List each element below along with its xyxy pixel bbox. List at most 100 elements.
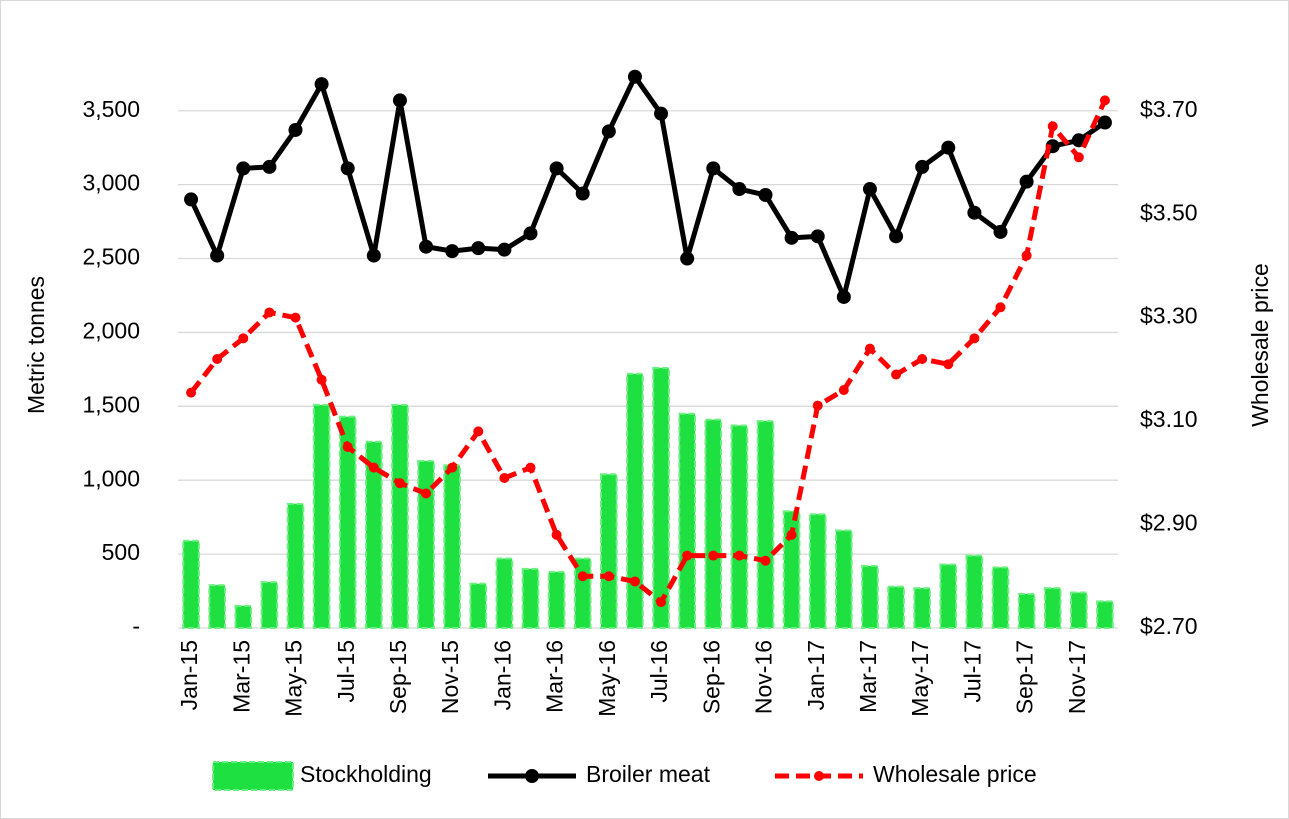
line-marker (551, 529, 562, 540)
line-marker (786, 529, 797, 540)
line-marker (812, 400, 823, 411)
bar (704, 418, 723, 629)
y2-tick-label: $3.30 (1140, 303, 1198, 329)
line-marker (1021, 250, 1032, 261)
line-marker (368, 462, 379, 473)
x-tick-label: Mar-15 (228, 640, 254, 713)
plot (182, 69, 1114, 630)
x-tick-label: Jul-16 (646, 640, 672, 703)
line-marker (473, 426, 484, 437)
bar (391, 403, 409, 629)
line-marker (471, 241, 486, 256)
y2-tick-label: $3.50 (1140, 199, 1198, 225)
line-marker (212, 354, 223, 365)
line-marker (523, 226, 538, 241)
bar (573, 557, 592, 629)
y2-tick-label: $2.90 (1140, 510, 1198, 536)
line-marker (941, 140, 956, 155)
line-marker (969, 333, 980, 344)
line-marker (210, 248, 225, 263)
bar (1096, 600, 1114, 629)
line (189, 99, 1108, 606)
bar (678, 412, 696, 629)
legend-label: Broiler meat (586, 761, 711, 787)
line-marker (549, 161, 564, 176)
bar (939, 563, 958, 629)
line-marker (864, 343, 875, 354)
line-marker (1019, 174, 1034, 189)
line-marker (238, 333, 249, 344)
x-tick-label: May-15 (281, 640, 307, 717)
x-tick-label: Sep-17 (1012, 640, 1038, 714)
x-tick-label: Jan-15 (176, 640, 202, 710)
bar (521, 567, 540, 629)
bar (365, 440, 383, 630)
line-marker (915, 159, 930, 174)
y2-tick-label: $2.70 (1140, 613, 1198, 639)
line-marker (264, 307, 275, 318)
line-marker (943, 359, 954, 370)
x-tick-label: Nov-17 (1064, 640, 1090, 714)
x-tick-label: Mar-17 (855, 640, 881, 713)
line-marker (184, 192, 199, 207)
x-tick-label: Jul-17 (959, 640, 985, 703)
bar (600, 473, 618, 630)
line-marker (708, 550, 719, 561)
x-tick-label: Nov-16 (751, 640, 777, 714)
line-marker (760, 555, 771, 566)
y-tick-label: - (132, 613, 140, 639)
line (188, 74, 1107, 300)
line-marker (810, 229, 825, 244)
grid: - 500 1,000 1,500 2,000 2,500 3,000 3,500 $2.70 $… (82, 96, 1197, 717)
line-marker (236, 161, 251, 176)
line-marker (394, 478, 405, 489)
y2-axis-title: Wholesale price (1247, 263, 1273, 427)
line-marker (525, 462, 536, 473)
line-marker (627, 69, 642, 84)
bar (443, 464, 462, 629)
line-marker (419, 239, 434, 254)
line-marker (1097, 115, 1112, 130)
bar (965, 554, 984, 630)
line-marker (340, 161, 355, 176)
x-tick-label: Mar-16 (542, 640, 568, 713)
line-marker (445, 244, 460, 259)
x-tick-label: May-17 (907, 640, 933, 717)
line-marker (601, 124, 616, 139)
y-tick-label: 2,500 (82, 244, 140, 270)
line-marker (629, 576, 640, 587)
line-marker (290, 312, 301, 323)
line-marker (838, 385, 849, 396)
line-marker (1073, 152, 1084, 163)
y-tick-label: 3,000 (82, 170, 140, 196)
line-marker (836, 289, 851, 304)
bar (808, 513, 827, 630)
y-tick-label: 1,000 (82, 465, 140, 491)
bar (338, 415, 357, 629)
line-marker (186, 387, 197, 398)
bar (234, 604, 253, 630)
x-tick-label: Nov-15 (437, 640, 463, 714)
bar (182, 539, 200, 630)
line-marker (654, 106, 669, 121)
line-marker (262, 159, 277, 174)
line-marker (862, 182, 877, 197)
bar (652, 366, 670, 629)
bar (1070, 591, 1088, 629)
bar (782, 510, 801, 629)
line-marker (734, 550, 745, 561)
x-tick-label: Jul-15 (333, 640, 359, 703)
line-marker (447, 462, 458, 473)
line-marker (575, 186, 590, 201)
x-tick-label: Sep-15 (385, 640, 411, 714)
bar (913, 587, 931, 630)
legend-marker (525, 769, 539, 783)
line-marker (656, 597, 667, 608)
line-marker (993, 224, 1008, 239)
line-marker (499, 472, 510, 483)
bar (469, 582, 488, 630)
bar (756, 420, 775, 629)
bar (1043, 587, 1062, 630)
line-marker (342, 441, 353, 452)
line-marker (967, 205, 982, 220)
